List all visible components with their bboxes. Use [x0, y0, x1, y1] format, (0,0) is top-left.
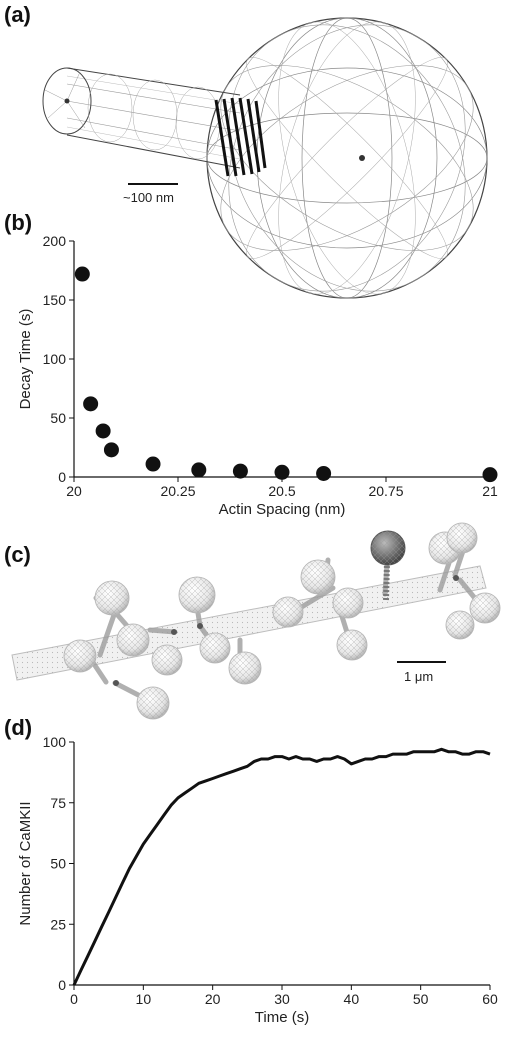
chart-d-y-axis-title: Number of CaMKII: [17, 801, 34, 925]
chart-b-x-tick-label: 20.25: [160, 483, 195, 499]
chart-d-x-tick-label: 10: [136, 991, 152, 1007]
chart-d-x-tick-label: 30: [274, 991, 290, 1007]
chart-b-y-tick-label: 0: [58, 469, 66, 485]
chart-b-y-tick-label: 100: [43, 351, 67, 367]
chart-b-x-tick-label: 20.5: [268, 483, 295, 499]
chart-b-data-point: [191, 462, 207, 478]
chart-b-y-tick-label: 150: [43, 292, 67, 308]
decay-time-scatter-chart: 0 50 100 150 200 20 20.25 20.5 20.75 21 Actin Spac…: [17, 233, 498, 518]
chart-b-data-point: [482, 467, 498, 483]
panel-a-label: (a): [4, 2, 31, 27]
actin-filament-camkii-render: [11, 522, 501, 720]
spine-head-wireframe: [206, 17, 488, 299]
chart-b-y-tick-label: 200: [43, 233, 67, 249]
chart-d-y-tick-label: 0: [58, 977, 66, 993]
chart-b-y-axis-title: Decay Time (s): [17, 309, 34, 410]
chart-b-data-point: [103, 442, 119, 458]
chart-d-x-tick-label: 60: [482, 991, 498, 1007]
chart-d-y-tick-label: 100: [43, 734, 67, 750]
chart-b-data-point: [95, 423, 111, 439]
chart-d-x-tick-label: 0: [70, 991, 78, 1007]
chart-b-data-point: [316, 465, 332, 481]
spine-neck-wireframe: [42, 67, 241, 169]
panel-a: (a): [4, 2, 488, 299]
chart-d-x-tick-label: 50: [413, 991, 429, 1007]
chart-d-y-tick-label: 50: [50, 856, 66, 872]
chart-b-data-point: [83, 396, 99, 412]
psd-bands: [214, 97, 267, 177]
chart-d-y-tick-label: 75: [50, 795, 66, 811]
dark-camkii-holoenzyme: [370, 530, 406, 601]
camkii-count-line-chart: 0 25 50 75 100 0 10 20 30 40 50 60 Time (s) Number of…: [17, 734, 498, 1026]
panel-a-scale-label: ~100 nm: [123, 190, 174, 205]
chart-d-y-tick-label: 25: [50, 916, 66, 932]
chart-b-data-point: [145, 456, 161, 472]
chart-b-data-point: [74, 266, 90, 282]
panel-c-scale-label: 1 μm: [404, 669, 433, 684]
chart-b-x-tick-label: 21: [482, 483, 498, 499]
chart-d-x-axis-title: Time (s): [255, 1009, 309, 1026]
panel-b-label: (b): [4, 210, 32, 235]
chart-b-x-tick-label: 20: [66, 483, 82, 499]
panel-c: (c): [4, 522, 501, 720]
chart-b-y-tick-label: 50: [50, 410, 66, 426]
chart-d-x-tick-label: 20: [205, 991, 221, 1007]
panel-d-label: (d): [4, 715, 32, 740]
panel-c-label: (c): [4, 542, 31, 567]
chart-d-x-tick-label: 40: [344, 991, 360, 1007]
chart-b-x-axis-title: Actin Spacing (nm): [219, 501, 346, 518]
chart-b-x-tick-label: 20.75: [368, 483, 403, 499]
chart-d-series-line: [72, 747, 491, 986]
chart-b-data-point: [232, 463, 248, 479]
panel-d: (d) 0 25 50 75 100 0 10 20 30 40 50 60 Time (s) Numbe…: [4, 715, 498, 1026]
panel-b: (b) 0 50 100 150 200 20 20.25 20.5 20.75 21 Actin …: [4, 210, 498, 518]
chart-b-data-point: [274, 464, 290, 480]
